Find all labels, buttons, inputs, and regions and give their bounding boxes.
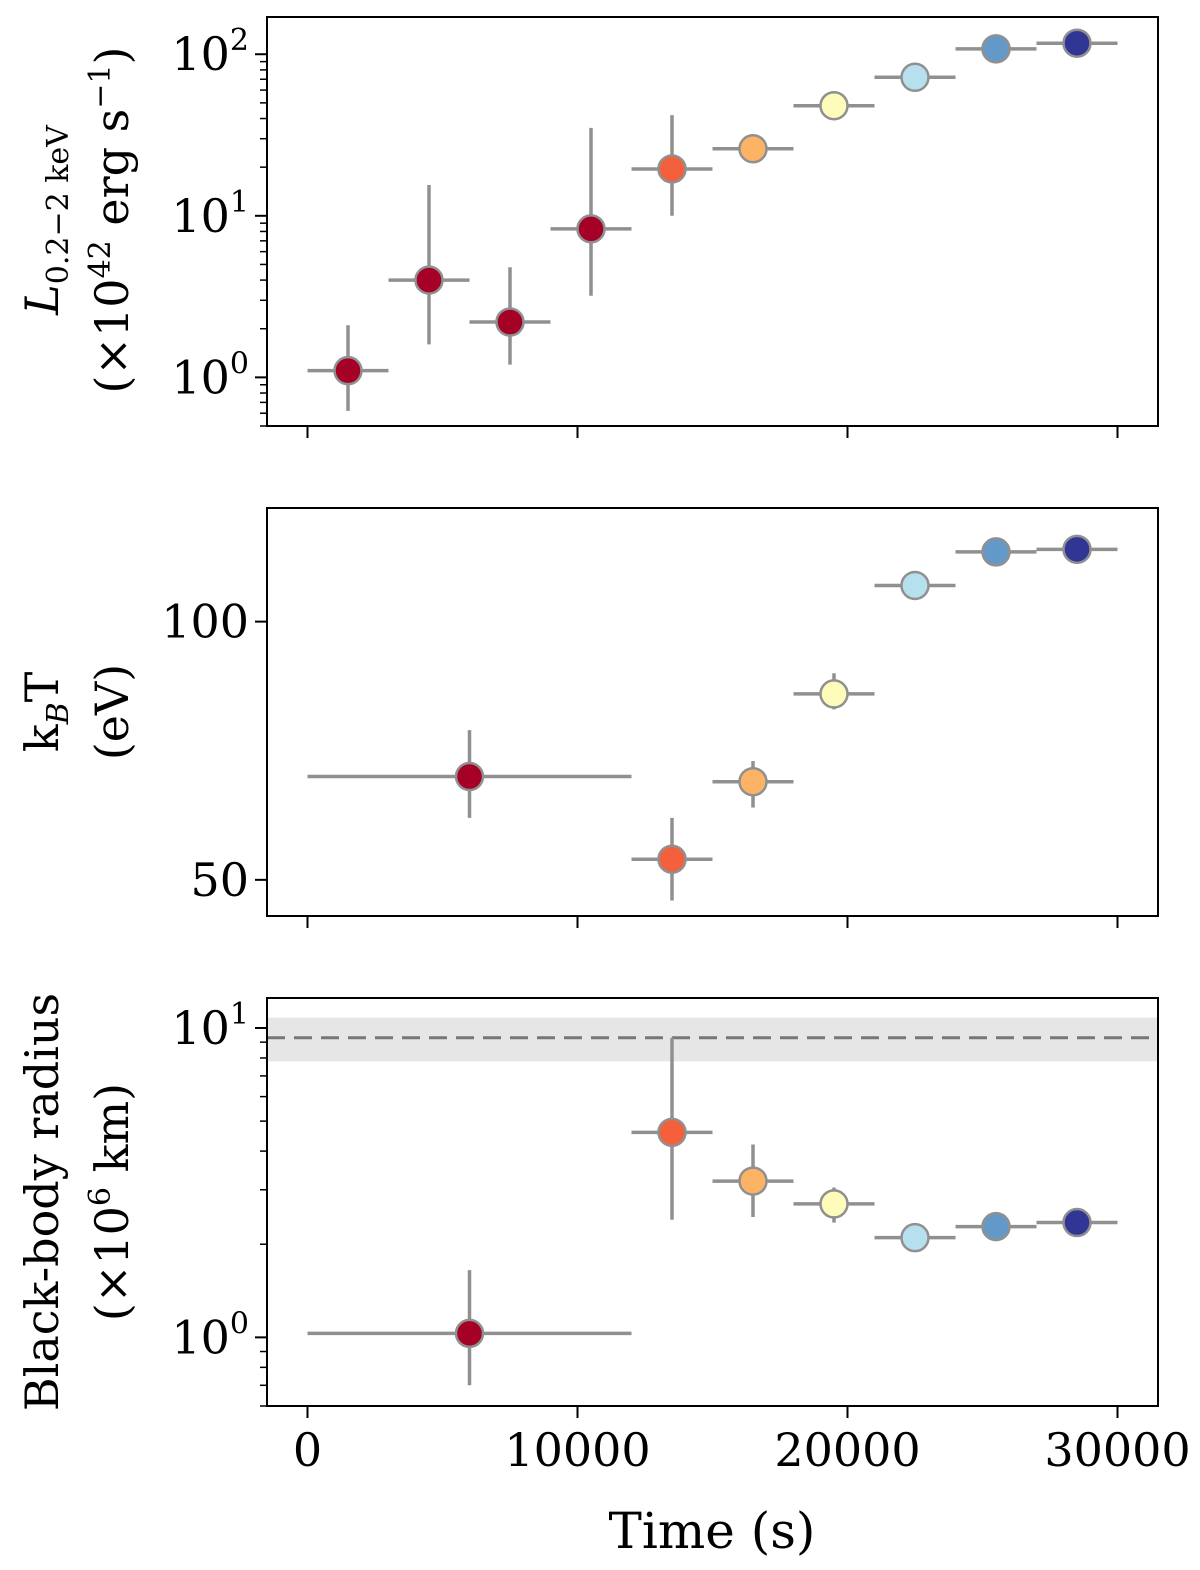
data-point — [1062, 534, 1092, 565]
y-tick-label: 100 — [171, 346, 249, 404]
reference-band — [267, 1017, 1158, 1062]
data-point — [414, 265, 444, 295]
data-point — [738, 766, 768, 797]
plot-frame — [266, 997, 1159, 1407]
data-point — [495, 307, 525, 337]
data-point — [900, 62, 930, 93]
temperature-ylabel-units: (eV) — [85, 664, 139, 760]
data-point — [657, 154, 687, 184]
plot-frame — [266, 507, 1159, 917]
temperature-ylabel: kBT — [15, 671, 76, 752]
data-point — [819, 679, 849, 709]
data-point — [900, 1222, 930, 1253]
data-point — [657, 844, 687, 874]
luminosity-ylabel-units: (×1042 erg s−1) — [83, 47, 139, 394]
x-tick-label: 20000 — [774, 1423, 920, 1477]
x-axis-label: Time (s) — [609, 1502, 816, 1560]
temperature-panel: 50 100 — [161, 507, 1159, 928]
data-point — [900, 570, 930, 601]
luminosity-ylabel: L0.2−2 keV — [15, 124, 76, 316]
radius-ylabel: Black-body radius — [15, 993, 69, 1411]
data-point — [454, 761, 485, 792]
data-point — [1062, 28, 1092, 58]
plot-frame — [266, 16, 1159, 427]
data-point — [738, 1166, 768, 1196]
data-point — [981, 537, 1011, 567]
luminosity-panel: 100 101 102 — [171, 16, 1159, 438]
data-point — [981, 34, 1011, 64]
data-point — [981, 1211, 1011, 1242]
x-tick-label: 10000 — [504, 1423, 650, 1477]
data-point — [657, 1117, 687, 1148]
x-tick-label: 0 — [293, 1423, 322, 1477]
radius-ylabel-units: (×106 km) — [83, 1083, 139, 1321]
y-tick-label: 100 — [161, 595, 249, 649]
data-point — [738, 134, 768, 164]
data-point — [333, 355, 363, 386]
y-tick-label: 100 — [171, 1306, 249, 1364]
y-tick-label: 102 — [171, 23, 249, 81]
data-point — [1062, 1207, 1092, 1238]
radius-panel: 100 101 0 10000 20000 30000 — [171, 997, 1190, 1477]
y-tick-label: 101 — [171, 997, 249, 1055]
data-point — [454, 1318, 485, 1349]
y-tick-label: 50 — [190, 853, 249, 907]
data-point — [819, 90, 849, 121]
data-point — [819, 1189, 849, 1219]
x-tick-label: 30000 — [1044, 1423, 1190, 1477]
y-tick-label: 101 — [171, 185, 249, 243]
data-point — [576, 214, 606, 244]
